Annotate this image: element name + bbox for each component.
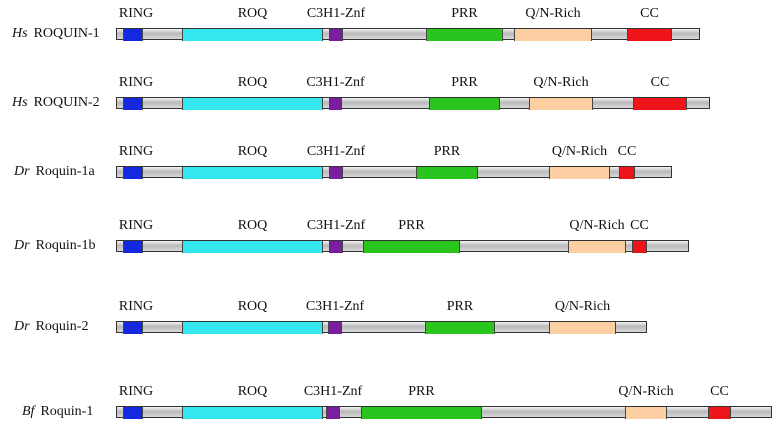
domain-label-q-n-rich: Q/N-Rich: [525, 6, 581, 21]
domain-label-prr: PRR: [433, 144, 461, 159]
species-name: Dr: [14, 319, 30, 334]
domain-label-q-n-rich: Q/N-Rich: [551, 144, 608, 159]
domain-q-n-rich: [514, 29, 592, 41]
protein-name: Roquin-2: [35, 319, 89, 334]
domain-label-ring: RING: [118, 75, 154, 90]
domain-roq: [182, 322, 323, 334]
domain-cc: [627, 29, 672, 41]
domain-label-roq: ROQ: [237, 218, 268, 233]
protein-bar: [116, 28, 700, 41]
domain-roq: [182, 167, 323, 179]
domain-q-n-rich: [549, 167, 610, 179]
protein-bar: [116, 97, 710, 110]
domain-label-ring: RING: [118, 144, 154, 159]
domain-ring: [123, 241, 143, 253]
protein-bar: [116, 166, 672, 179]
domain-label-prr: PRR: [446, 299, 474, 314]
domain-cc: [619, 167, 635, 179]
domain-ring: [123, 29, 143, 41]
protein-label: Hs ROQUIN-2: [12, 95, 100, 111]
domain-ring: [123, 322, 143, 334]
domain-prr: [361, 407, 482, 419]
protein-label: Dr Roquin-1b: [14, 238, 95, 254]
domain-q-n-rich: [529, 98, 593, 110]
domain-label-roq: ROQ: [237, 299, 268, 314]
protein-name: Roquin-1: [40, 404, 94, 419]
protein-bar: [116, 240, 689, 253]
domain-ring: [123, 98, 143, 110]
domain-label-ring: RING: [118, 6, 154, 21]
domain-c3h1-znf: [329, 167, 343, 179]
species-name: Bf: [22, 404, 35, 419]
domain-label-cc: CC: [640, 6, 659, 21]
domain-label-q-n-rich: Q/N-Rich: [569, 218, 625, 233]
domain-ring: [123, 407, 143, 419]
domain-ring: [123, 167, 143, 179]
domain-label-q-n-rich: Q/N-Rich: [554, 299, 611, 314]
protein-name: ROQUIN-2: [33, 95, 100, 110]
domain-roq: [182, 407, 323, 419]
protein-bar: [116, 406, 772, 419]
domain-prr: [426, 29, 503, 41]
domain-label-cc: CC: [617, 144, 637, 159]
species-name: Hs: [12, 95, 28, 110]
domain-roq: [182, 98, 323, 110]
domain-label-roq: ROQ: [237, 75, 268, 90]
domain-label-c3h1-znf: C3H1-Znf: [303, 384, 363, 399]
domain-roq: [182, 29, 323, 41]
domain-c3h1-znf: [329, 241, 343, 253]
domain-prr: [416, 167, 478, 179]
domain-prr: [425, 322, 495, 334]
domain-q-n-rich: [568, 241, 626, 253]
domain-label-prr: PRR: [451, 75, 478, 90]
domain-prr: [363, 241, 460, 253]
protein-name: Roquin-1a: [35, 164, 95, 179]
species-name: Dr: [14, 238, 30, 253]
protein-label: Dr Roquin-2: [14, 319, 88, 335]
domain-label-cc: CC: [650, 75, 670, 90]
domain-cc: [708, 407, 731, 419]
domain-q-n-rich: [625, 407, 667, 419]
protein-name: ROQUIN-1: [33, 26, 100, 41]
protein-bar: [116, 321, 647, 334]
domain-c3h1-znf: [329, 98, 342, 110]
domain-label-ring: RING: [118, 299, 154, 314]
protein-name: Roquin-1b: [35, 238, 96, 253]
domain-label-cc: CC: [630, 218, 649, 233]
species-name: Hs: [12, 26, 28, 41]
domain-label-c3h1-znf: C3H1-Znf: [306, 144, 366, 159]
domain-label-c3h1-znf: C3H1-Znf: [306, 75, 365, 90]
domain-label-c3h1-znf: C3H1-Znf: [306, 218, 366, 233]
protein-label: Bf Roquin-1: [22, 404, 93, 420]
domain-label-roq: ROQ: [237, 144, 268, 159]
domain-q-n-rich: [549, 322, 616, 334]
domain-label-cc: CC: [710, 384, 729, 399]
domain-prr: [429, 98, 500, 110]
domain-c3h1-znf: [328, 322, 342, 334]
domain-c3h1-znf: [329, 29, 343, 41]
domain-label-c3h1-znf: C3H1-Znf: [306, 6, 366, 21]
domain-label-ring: RING: [118, 384, 154, 399]
domain-cc: [632, 241, 647, 253]
species-name: Dr: [14, 164, 30, 179]
domain-c3h1-znf: [326, 407, 340, 419]
domain-label-prr: PRR: [408, 384, 435, 399]
domain-label-roq: ROQ: [237, 6, 268, 21]
domain-label-c3h1-znf: C3H1-Znf: [305, 299, 365, 314]
domain-label-ring: RING: [118, 218, 154, 233]
domain-roq: [182, 241, 323, 253]
domain-cc: [633, 98, 687, 110]
protein-label: Hs ROQUIN-1: [12, 26, 100, 42]
domain-label-prr: PRR: [398, 218, 425, 233]
domain-label-q-n-rich: Q/N-Rich: [618, 384, 674, 399]
domain-label-prr: PRR: [451, 6, 478, 21]
domain-label-roq: ROQ: [237, 384, 268, 399]
domain-label-q-n-rich: Q/N-Rich: [533, 75, 589, 90]
protein-label: Dr Roquin-1a: [14, 164, 95, 180]
